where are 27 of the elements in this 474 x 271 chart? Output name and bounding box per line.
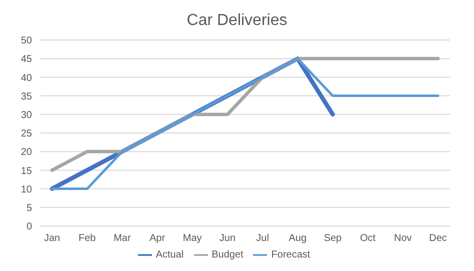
y-tick-label: 0 xyxy=(26,222,32,233)
y-tick-label: 40 xyxy=(20,72,32,84)
y-tick-label: 30 xyxy=(20,110,32,121)
y-tick-label: 25 xyxy=(20,128,32,140)
y-tick-label: 20 xyxy=(20,147,32,158)
legend-label: Budget xyxy=(212,250,244,261)
legend-label: Forecast xyxy=(271,250,310,261)
x-tick-label: Oct xyxy=(360,233,376,244)
x-tick-label: Jul xyxy=(256,233,269,244)
legend-label: Actual xyxy=(156,250,184,261)
y-tick-label: 45 xyxy=(20,54,32,66)
chart-title: Car Deliveries xyxy=(186,11,288,31)
x-tick-label: Jun xyxy=(219,233,236,244)
x-tick-label: Nov xyxy=(394,233,412,244)
x-tick-label: Jan xyxy=(44,233,60,244)
x-tick-label: May xyxy=(182,233,202,244)
x-tick-label: Aug xyxy=(288,233,307,244)
y-tick-label: 10 xyxy=(20,184,32,196)
y-tick-label: 15 xyxy=(20,166,32,177)
x-tick-label: Mar xyxy=(114,233,132,244)
x-tick-label: Sep xyxy=(324,233,342,244)
x-tick-label: Apr xyxy=(149,233,166,244)
y-tick-label: 35 xyxy=(20,91,32,102)
y-tick-label: 50 xyxy=(20,36,32,47)
x-tick-label: Dec xyxy=(429,233,447,244)
y-tick-label: 5 xyxy=(26,202,32,214)
x-tick-label: Feb xyxy=(78,233,96,244)
